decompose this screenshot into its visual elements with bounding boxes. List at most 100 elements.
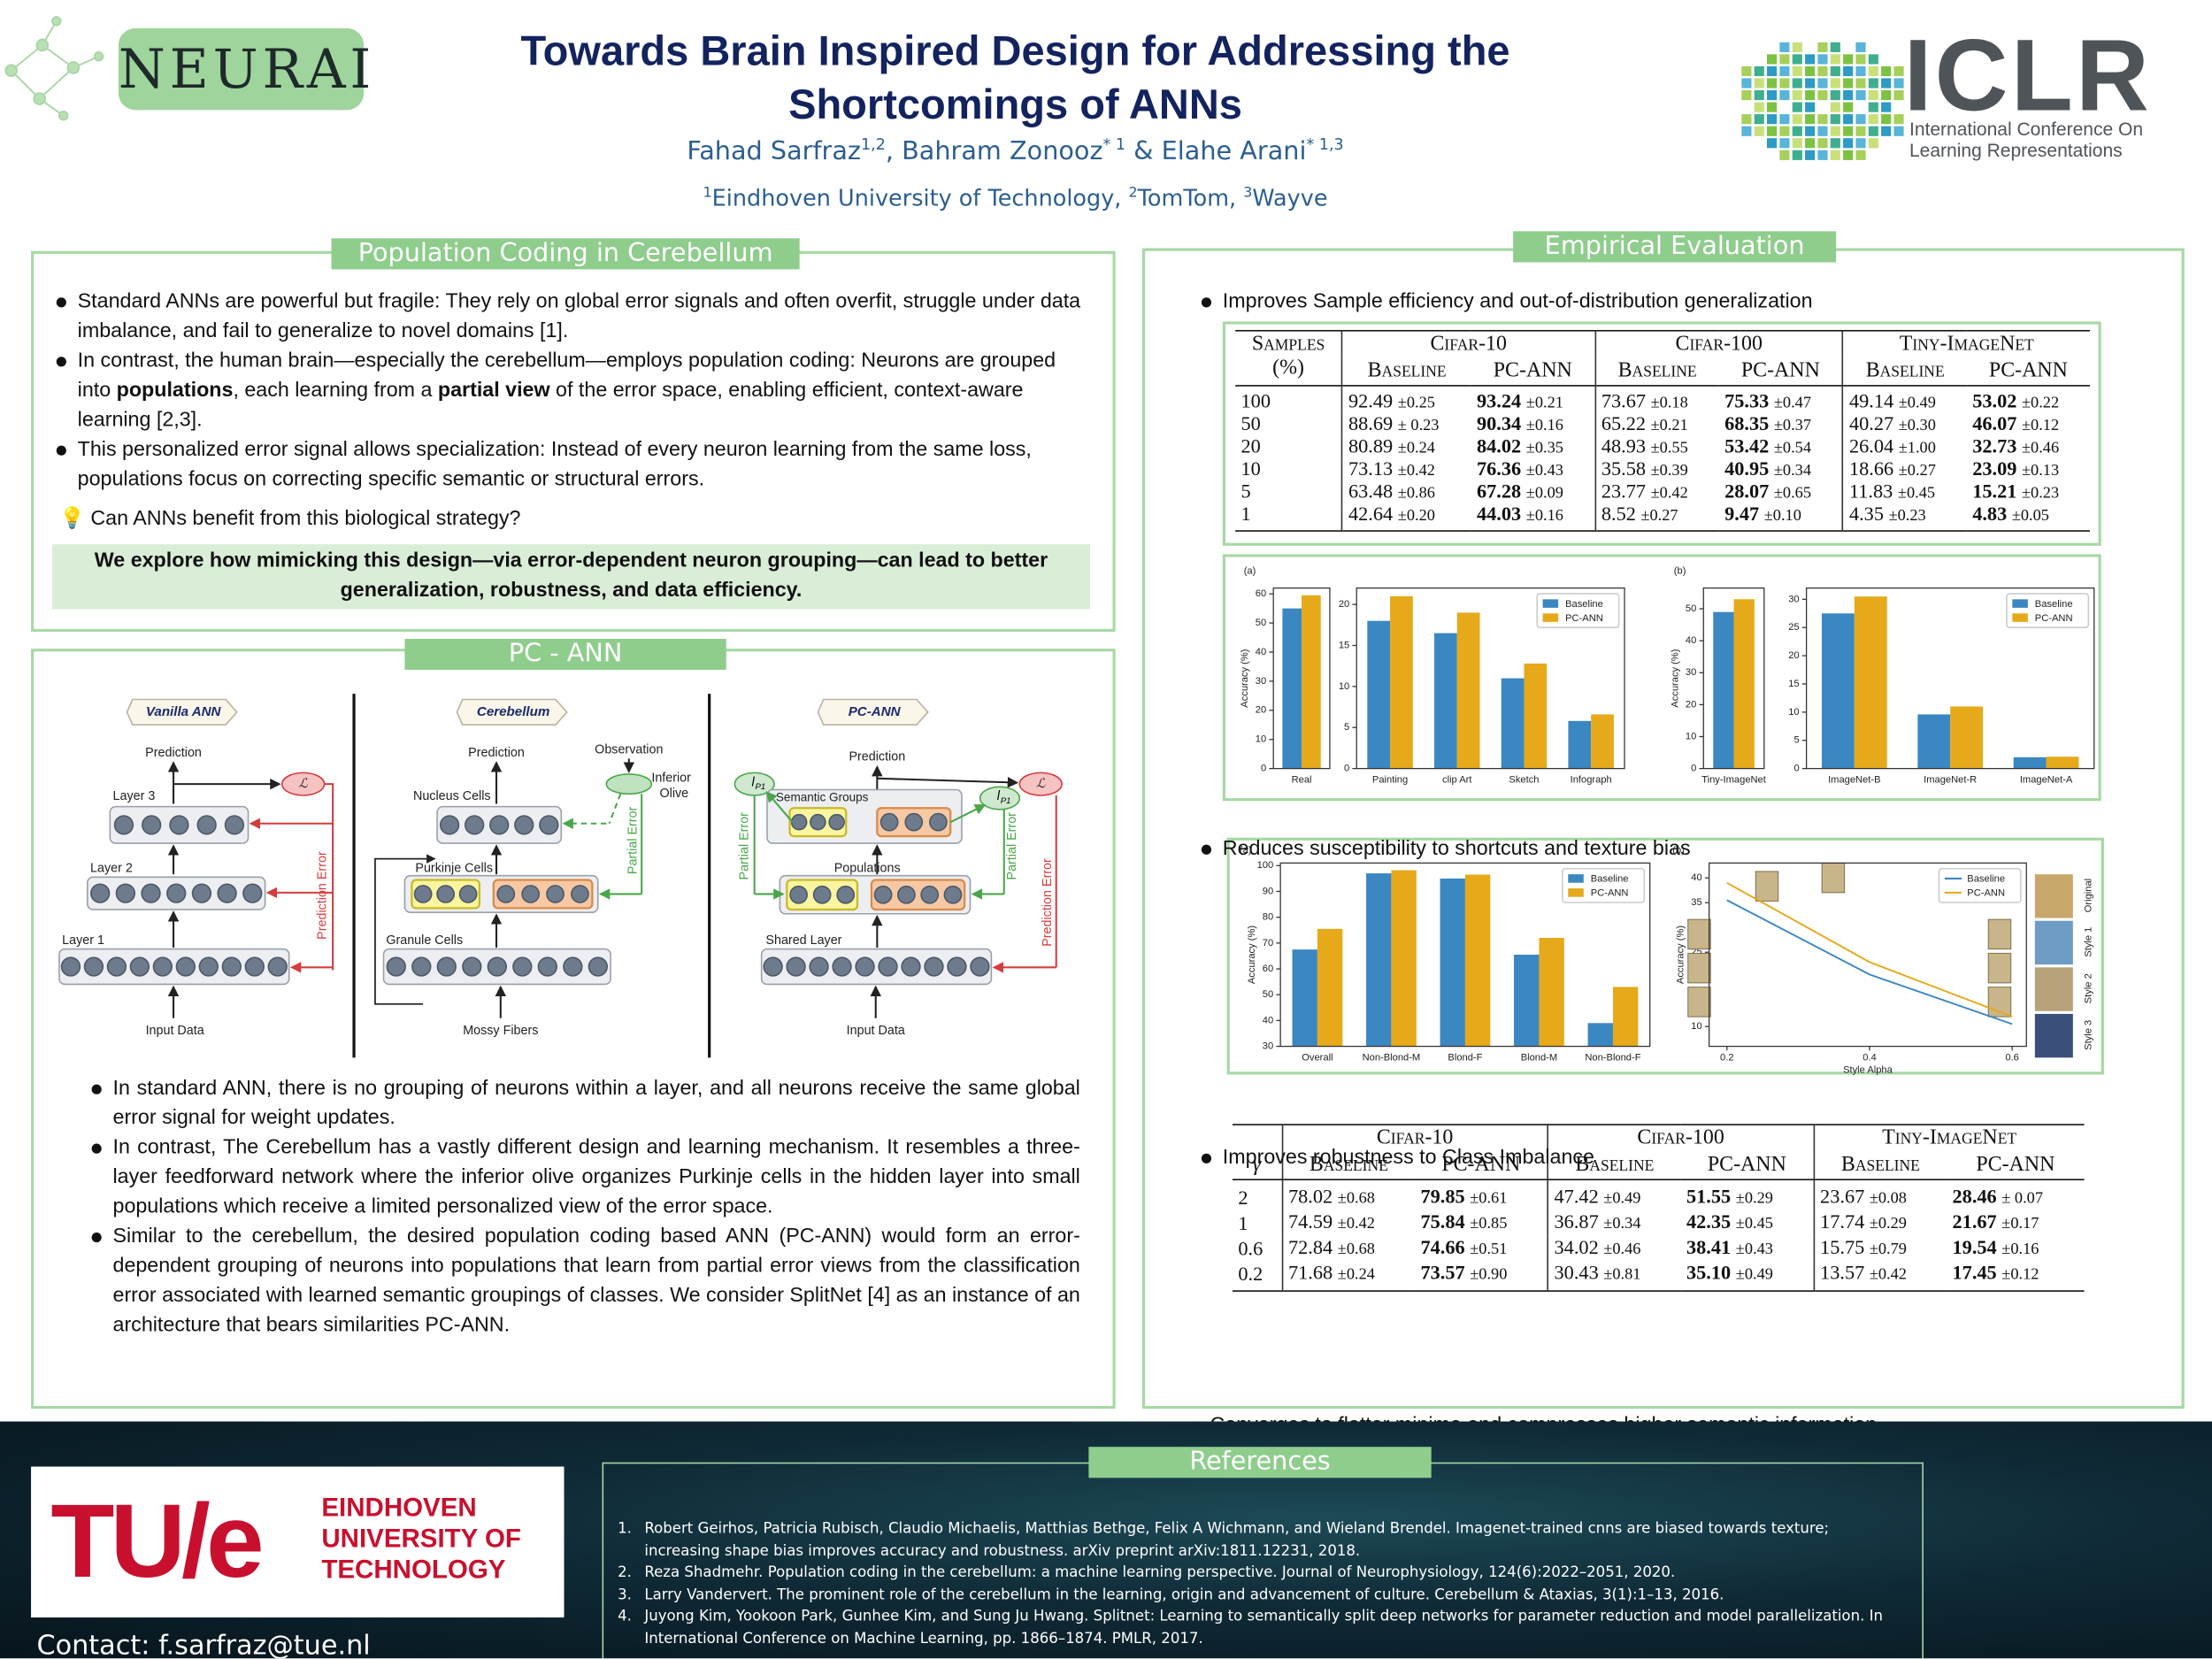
emblem-pixel: [1805, 65, 1816, 77]
cell-error: ±0.68: [1337, 1190, 1375, 1208]
emblem-pixel: [1881, 102, 1892, 112]
contact: Contact: f.sarfraz@tue.nl: [36, 1630, 371, 1659]
table-cell: 23.09 ±0.13: [1967, 460, 2090, 483]
tue-logo: TU/e EINDHOVEN UNIVERSITY OF TECHNOLOGY: [31, 1466, 565, 1618]
reference-number: 2.: [618, 1563, 632, 1581]
cell-value: 76.36: [1476, 459, 1522, 481]
column-header: Baseline: [1281, 1152, 1416, 1180]
row-label: 0.2: [1232, 1262, 1282, 1292]
table-cell: 71.68 ±0.24: [1281, 1262, 1416, 1292]
emblem-pixel: [1754, 65, 1764, 77]
emblem-pixel: [1805, 102, 1816, 112]
cell-error: ±0.46: [2021, 440, 2060, 457]
emblem-pixel: [1868, 114, 1878, 125]
cell-error: ±0.16: [2001, 1240, 2039, 1258]
title-line: Shortcomings of ANNs: [788, 81, 1242, 129]
bullet-text: This personalized error signal allows sp…: [77, 438, 1032, 491]
figure-frame: [1226, 837, 2104, 1075]
table-row: 0.6 72.84 ±0.68 74.66 ±0.51 34.02 ±0.46 38.4…: [1233, 1236, 2085, 1263]
poster-title: Towards Brain Inspired Design for Addres…: [423, 26, 1608, 133]
emblem-pixel: [1817, 42, 1828, 52]
emblem-pixel: [1855, 78, 1866, 88]
author-name: Fahad Sarfraz: [687, 136, 861, 167]
cell-value: 93.24: [1476, 392, 1522, 413]
cell-error: ±0.35: [1525, 440, 1563, 457]
cell-error: ±0.43: [1735, 1240, 1773, 1258]
title-line: Towards Brain Inspired Design for Addres…: [520, 27, 1510, 75]
bullet-item: In contrast, The Cerebellum has a vastly…: [88, 1133, 1080, 1222]
emblem-pixel: [1805, 78, 1816, 88]
bullet-item: Reduces susceptibility to shortcuts and …: [1197, 835, 2181, 864]
table-cell: 4.83 ±0.05: [1966, 504, 2090, 532]
emblem-pixel: [1817, 114, 1828, 125]
table-cell: 38.41 ±0.43: [1681, 1237, 1814, 1263]
bullet-text: , each learning from a: [233, 379, 438, 403]
cell-value: 23.77: [1601, 482, 1647, 503]
column-header: PC-ANN: [1966, 357, 2090, 387]
cell-value: 11.83: [1848, 482, 1893, 503]
emblem-pixel: [1767, 114, 1778, 125]
cell-value: 73.67: [1601, 392, 1647, 413]
tue-mark: TU/e: [50, 1482, 264, 1600]
emblem-pixel: [1868, 90, 1878, 101]
cell-value: 63.48: [1348, 482, 1394, 503]
cell-value: 30.43: [1554, 1263, 1599, 1285]
bold-text: partial view: [437, 379, 550, 403]
emblem-pixel: [1754, 90, 1764, 101]
table-cell: 68.35 ±0.37: [1719, 415, 1843, 438]
author-mark: * 1,3: [1306, 135, 1344, 154]
table-cell: 53.42 ±0.54: [1719, 437, 1843, 460]
cell-error: ±0.29: [1869, 1215, 1907, 1233]
affiliation-mark: 2: [1128, 185, 1138, 202]
bullet-item: In contrast, the human brain—especially …: [52, 347, 1088, 435]
column-header: Baseline: [1547, 1152, 1681, 1180]
emblem-pixel: [1893, 78, 1904, 88]
cell-value: 17.74: [1820, 1212, 1865, 1234]
table-row: 50 88.69 ± 0.23 90.34 ±0.16 65.22 ±0.21 68.3…: [1235, 414, 2090, 438]
emblem-pixel: [1830, 138, 1840, 149]
table-cell: 75.84 ±0.85: [1415, 1211, 1548, 1237]
emblem-pixel: [1779, 126, 1790, 136]
bullet-dot: [91, 1143, 102, 1154]
table-cell: 15.21 ±0.23: [1967, 482, 2090, 505]
table-cell: 73.13 ±0.42: [1341, 459, 1471, 483]
cell-error: ±0.43: [1525, 462, 1563, 480]
cell-error: ±0.34: [1773, 462, 1812, 480]
emblem-pixel: [1817, 78, 1828, 88]
cell-error: ±0.22: [2021, 395, 2060, 412]
emblem-pixel: [1893, 126, 1904, 136]
emblem-pixel: [1868, 78, 1878, 88]
iclr-line: International Conference On: [1909, 118, 2144, 140]
cell-error: ±0.13: [2021, 462, 2060, 480]
emblem-pixel: [1881, 78, 1892, 88]
column-header: PC-ANN: [1415, 1152, 1548, 1180]
table-cell: 11.83 ±0.45: [1841, 482, 1967, 505]
table-cell: 13.57 ±0.42: [1813, 1262, 1947, 1292]
cell-error: ±0.17: [2001, 1215, 2039, 1233]
bullet-text: Similar to the cerebellum, the desired p…: [112, 1225, 1080, 1337]
table-cell: 93.24 ±0.21: [1471, 386, 1595, 415]
reference: 4. Juyong Kim, Yookoon Park, Gunhee Kim, …: [618, 1607, 1908, 1651]
emblem-pixel: [1792, 42, 1802, 52]
table-row: 100 92.49 ±0.25 93.24 ±0.21 73.67 ±0.18 75.3…: [1235, 385, 2090, 415]
tue-line: TECHNOLOGY: [321, 1554, 506, 1584]
table-cell: 84.02 ±0.35: [1471, 437, 1595, 460]
emblem-pixel: [1881, 126, 1892, 136]
cell-error: ± 0.07: [2001, 1190, 2044, 1208]
table-host: Samples (%) Cifar-10 Cifar-100 Tiny-ImageNet…: [1235, 329, 2090, 532]
emblem-pixel: [1792, 65, 1802, 77]
table-cell: 40.27 ±0.30: [1841, 414, 1967, 438]
emblem-pixel: [1830, 150, 1840, 160]
bullet-dot: [56, 297, 66, 308]
column-header: Baseline: [1841, 357, 1967, 387]
header-row: Cifar-10 Cifar-100 Tiny-ImageNet: [1232, 1124, 2085, 1153]
bullet-text: Reduces susceptibility to shortcuts and …: [1222, 837, 1691, 861]
cell-error: ±0.09: [1525, 485, 1563, 503]
emblem-pixel: [1868, 138, 1878, 149]
table-cell: 88.69 ± 0.23: [1341, 414, 1471, 438]
emblem-pixel: [1779, 114, 1790, 125]
section-title: Empirical Evaluation: [1513, 231, 1837, 263]
cell-value: 42.64: [1348, 504, 1394, 526]
group-header: Tiny-ImageNet: [1841, 329, 2090, 358]
cell-value: 67.28: [1476, 482, 1522, 503]
